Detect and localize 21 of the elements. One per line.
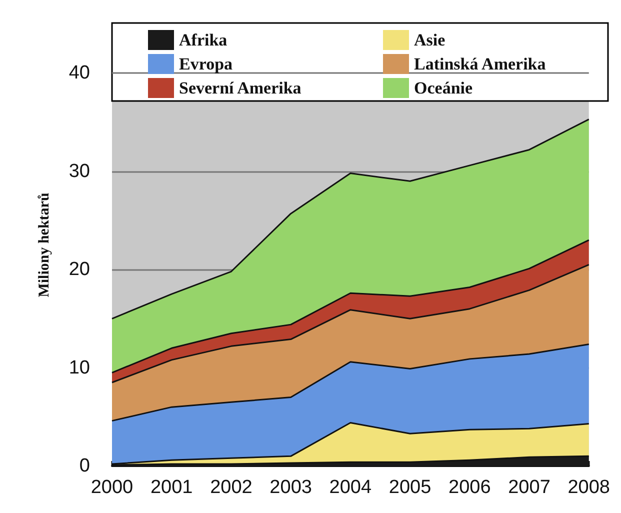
legend-label: Severní Amerika	[179, 78, 302, 98]
y-tick-label: 0	[79, 456, 90, 476]
y-tick-label: 10	[68, 357, 90, 378]
x-tick-label: 2006	[448, 477, 491, 498]
x-tick-label: 2003	[270, 477, 312, 498]
y-tick-label: 30	[68, 160, 90, 182]
y-tick-label: 20	[68, 259, 90, 280]
legend-label: Asie	[414, 30, 446, 50]
legend-label: Afrika	[179, 30, 228, 50]
x-tick-label: 2008	[568, 477, 610, 498]
x-tick-label: 2005	[388, 477, 432, 498]
y-axis-title: Miliony hektarů	[36, 192, 52, 298]
x-tick-label: 2000	[90, 477, 134, 498]
legend-label: Evropa	[179, 54, 234, 74]
legend-label: Latinská Amerika	[414, 54, 546, 74]
x-tick-label: 2007	[508, 477, 550, 498]
x-tick-label: 2004	[329, 477, 372, 498]
legend-label: Oceánie	[414, 78, 473, 98]
y-tick-label: 40	[68, 62, 90, 84]
x-tick-label: 2002	[210, 477, 252, 498]
x-tick-label: 2001	[150, 477, 193, 498]
